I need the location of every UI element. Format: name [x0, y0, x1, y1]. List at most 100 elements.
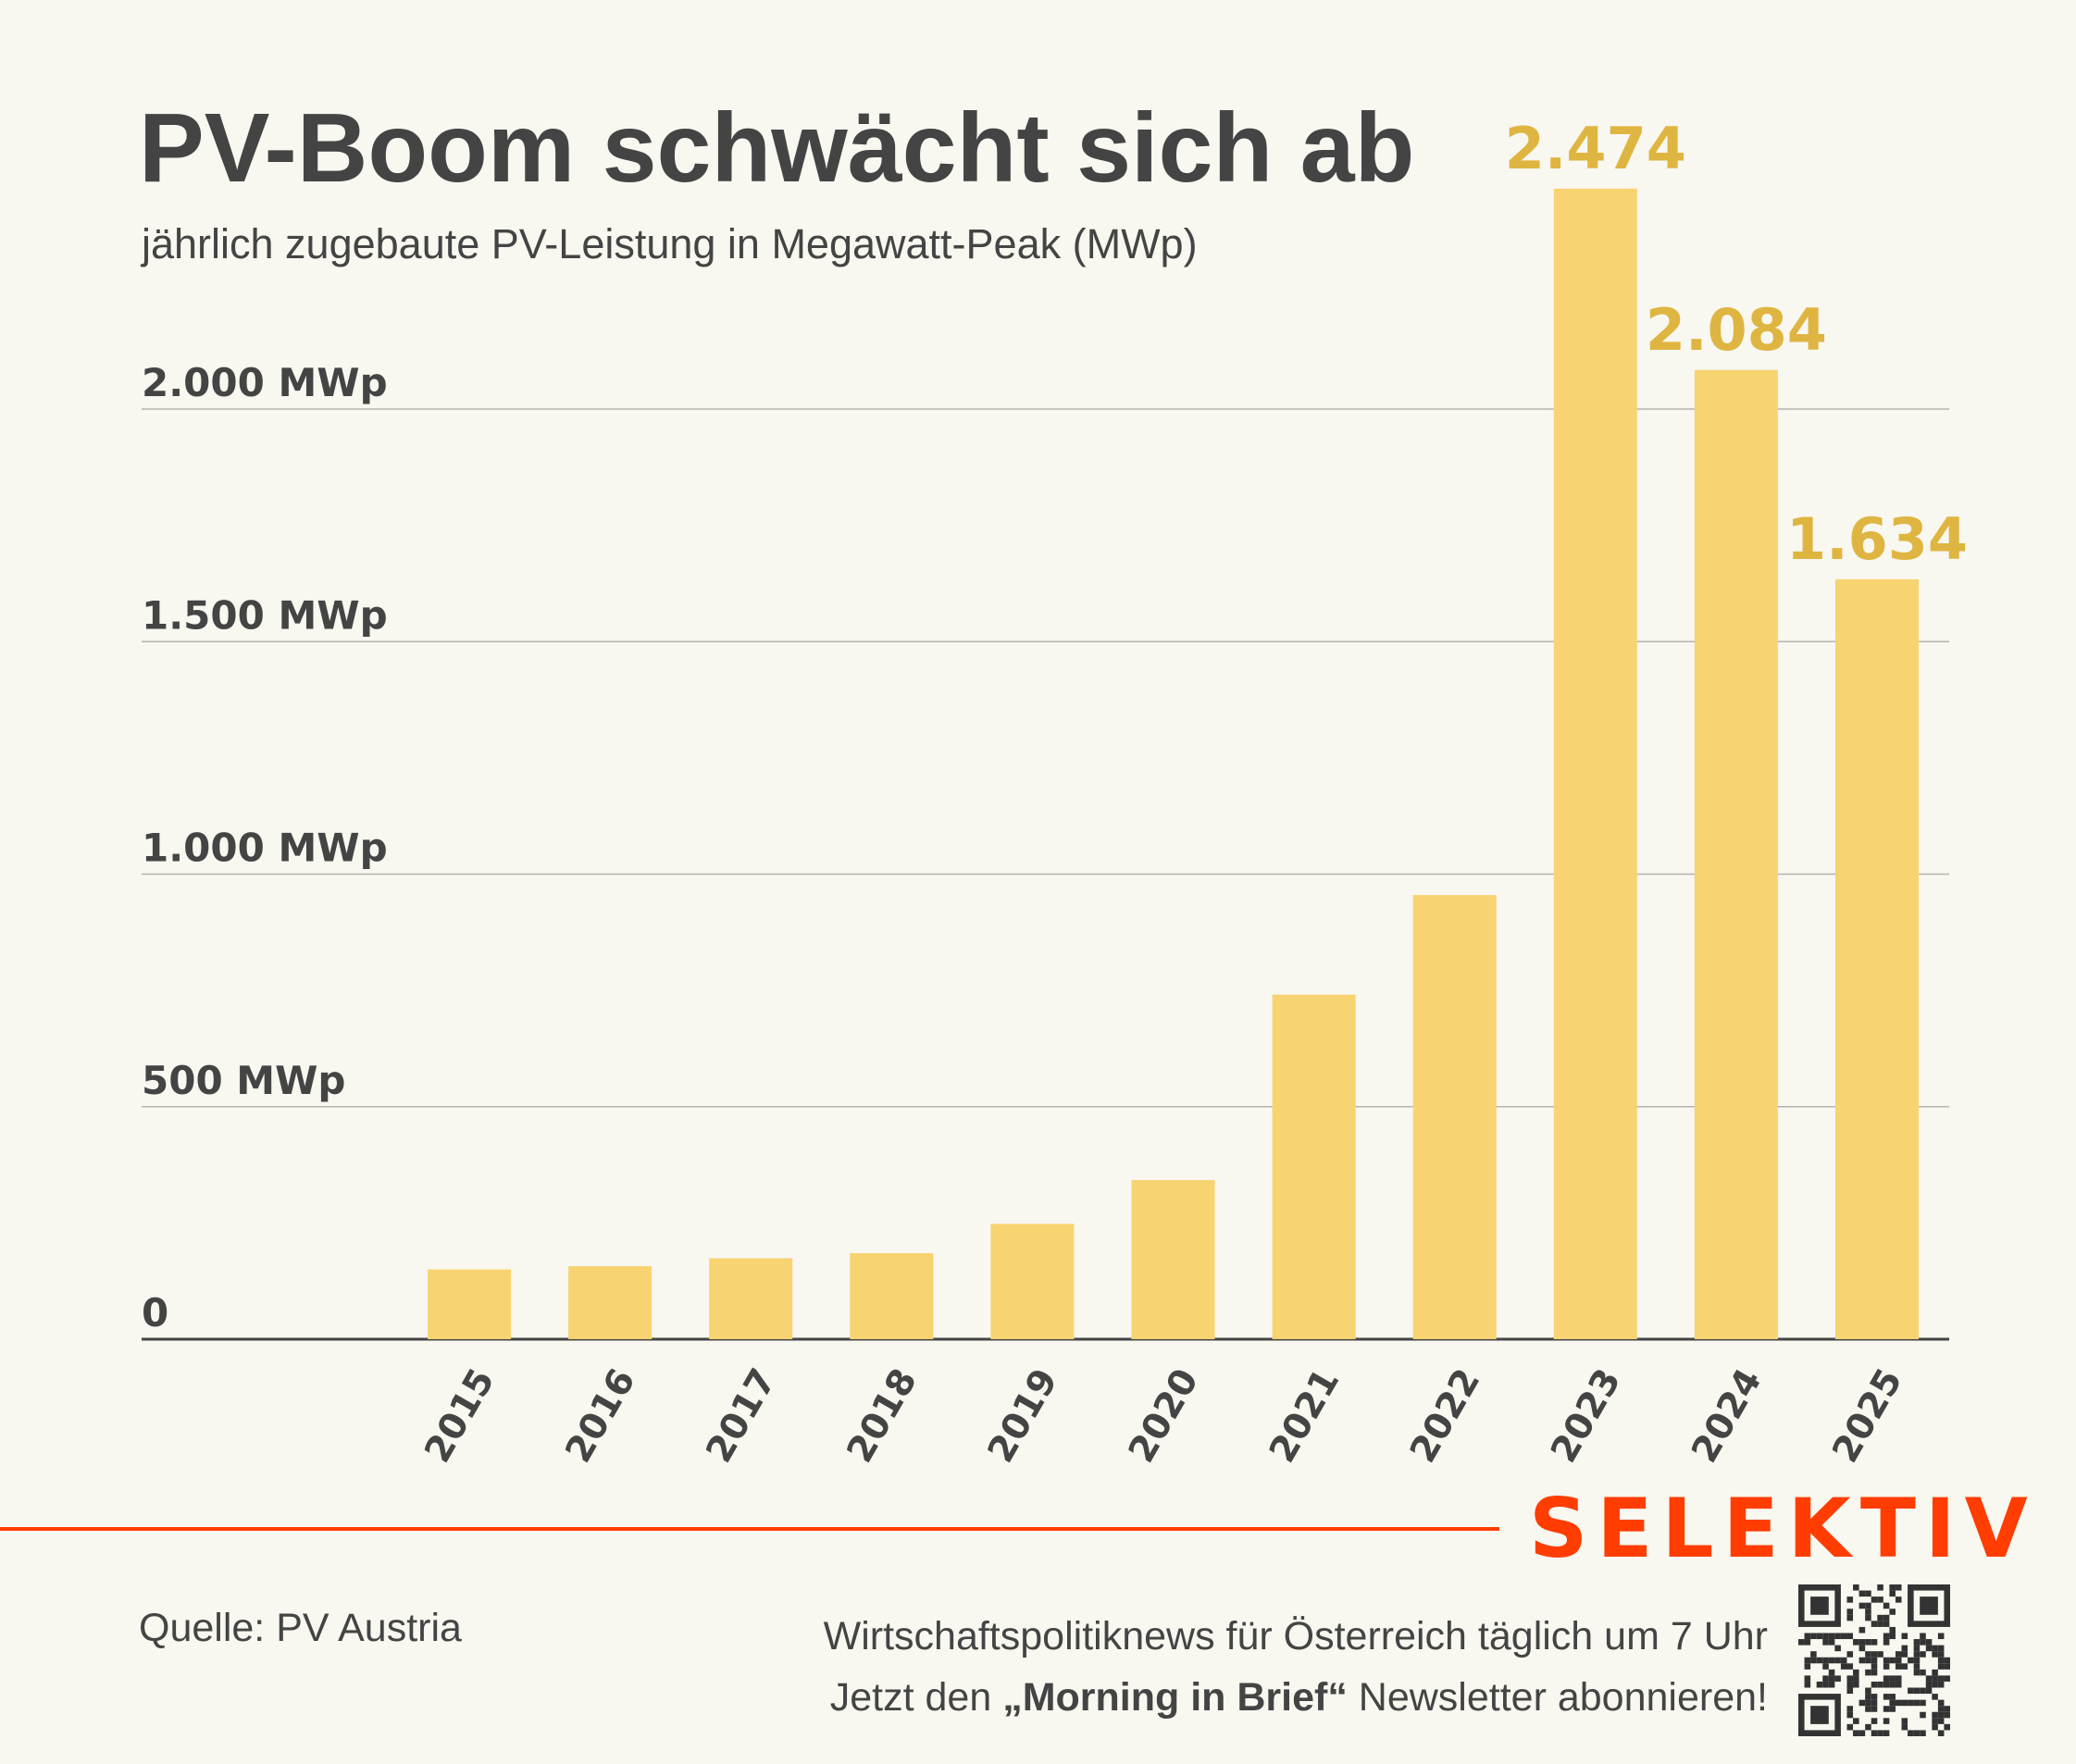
qr-module [1840, 1657, 1847, 1664]
qr-module [1889, 1584, 1896, 1591]
promo-line-2[interactable]: Jetzt den „Morning in Brief“ Newsletter … [824, 1667, 1768, 1728]
qr-module [1932, 1718, 1938, 1724]
bar-chart: 0 500 MWp 1.000 MWp 1.500 MWp 2.000 MWp 2.47… [142, 115, 1968, 1471]
qr-module [1871, 1694, 1878, 1700]
qr-module [1865, 1723, 1871, 1731]
qr-module [1895, 1675, 1902, 1682]
qr-module [1834, 1657, 1841, 1664]
qr-module [1883, 1621, 1890, 1627]
chart-title: PV-Boom schwächt sich ab [139, 93, 1415, 203]
qr-module [1937, 1675, 1945, 1682]
qr-module [1877, 1614, 1883, 1621]
qr-module [1804, 1657, 1811, 1664]
qr-module [1883, 1633, 1890, 1640]
qr-module [1925, 1645, 1933, 1652]
qr-module [1810, 1651, 1817, 1658]
qr-module [1889, 1699, 1896, 1707]
qr-module [1822, 1663, 1829, 1670]
qr-module [1853, 1639, 1859, 1646]
qr-module [1889, 1657, 1896, 1664]
qr-module [1865, 1669, 1871, 1676]
qr-module [1871, 1718, 1878, 1724]
qr-module [1932, 1723, 1938, 1731]
qr-finder-core [1810, 1706, 1829, 1724]
qr-module [1889, 1633, 1896, 1640]
qr-module [1804, 1675, 1811, 1682]
qr-module [1871, 1699, 1878, 1707]
qr-module [1828, 1639, 1835, 1646]
qr-module [1920, 1651, 1926, 1658]
qr-module [1925, 1639, 1933, 1646]
qr-module [1810, 1633, 1817, 1640]
qr-module [1920, 1633, 1926, 1640]
qr-module [1913, 1687, 1921, 1695]
qr-module [1828, 1657, 1835, 1664]
qr-module [1858, 1645, 1866, 1652]
qr-module [1853, 1730, 1859, 1736]
qr-module [1913, 1639, 1921, 1646]
qr-module [1865, 1609, 1871, 1615]
qr-module [1937, 1699, 1945, 1707]
qr-module [1858, 1699, 1866, 1707]
x-tick-label: 2015 [416, 1362, 503, 1471]
x-tick-label: 2020 [1121, 1362, 1207, 1471]
y-axis-ticks: 0 500 MWp 1.000 MWp 1.500 MWp 2.000 MWp [142, 360, 388, 1335]
qr-module [1920, 1730, 1926, 1736]
qr-module [1883, 1602, 1890, 1609]
qr-module [1920, 1669, 1926, 1676]
qr-module [1937, 1651, 1945, 1658]
qr-module [1853, 1584, 1859, 1591]
qr-module [1877, 1596, 1883, 1603]
qr-module [1883, 1706, 1890, 1712]
qr-module [1828, 1633, 1835, 1640]
qr-module [1895, 1584, 1902, 1591]
qr-module [1877, 1730, 1883, 1736]
qr-module [1913, 1699, 1921, 1707]
qr-module [1901, 1723, 1908, 1731]
qr-module [1895, 1699, 1902, 1707]
data-label-2025: 1.634 [1786, 505, 1968, 573]
bar-2022 [1412, 895, 1497, 1339]
qr-module [1932, 1651, 1938, 1658]
qr-module [1883, 1639, 1890, 1646]
qr-module [1865, 1657, 1871, 1664]
qr-code-icon[interactable] [1798, 1584, 1950, 1736]
qr-module [1871, 1639, 1878, 1646]
bar-2021 [1272, 994, 1356, 1339]
qr-module [1889, 1694, 1896, 1700]
qr-module [1871, 1651, 1878, 1658]
promo-pre: Jetzt den [829, 1675, 1003, 1720]
qr-module [1883, 1730, 1890, 1736]
qr-module [1846, 1675, 1854, 1682]
qr-module [1840, 1633, 1847, 1640]
qr-module [1834, 1645, 1841, 1652]
qr-module [1895, 1657, 1902, 1664]
newsletter-name: „Morning in Brief“ [1002, 1675, 1348, 1720]
qr-module [1804, 1633, 1811, 1640]
qr-module [1895, 1663, 1902, 1670]
divider-line [0, 1527, 1499, 1531]
qr-module [1932, 1675, 1938, 1682]
qr-module [1944, 1723, 1950, 1731]
qr-module [1853, 1675, 1859, 1682]
qr-module [1865, 1639, 1871, 1646]
brand-logo: SELEKTIV [1529, 1481, 2037, 1576]
bar-2018 [850, 1253, 934, 1339]
qr-module [1937, 1711, 1945, 1719]
bar-2020 [1131, 1180, 1215, 1339]
qr-module [1889, 1681, 1896, 1688]
qr-module [1858, 1602, 1866, 1609]
qr-module [1925, 1681, 1933, 1688]
qr-module [1883, 1718, 1890, 1724]
gridlines [142, 408, 1949, 1341]
qr-module [1877, 1584, 1883, 1591]
qr-module [1871, 1706, 1878, 1712]
qr-module [1901, 1645, 1908, 1652]
promo-line-1: Wirtschaftspolitiknews für Österreich tä… [823, 1614, 1768, 1658]
qr-module [1822, 1675, 1829, 1682]
qr-module [1804, 1681, 1811, 1688]
qr-module [1822, 1657, 1829, 1664]
data-labels: 2.474 2.084 1.634 [1505, 115, 1968, 573]
qr-module [1932, 1711, 1938, 1719]
qr-module [1871, 1657, 1878, 1664]
